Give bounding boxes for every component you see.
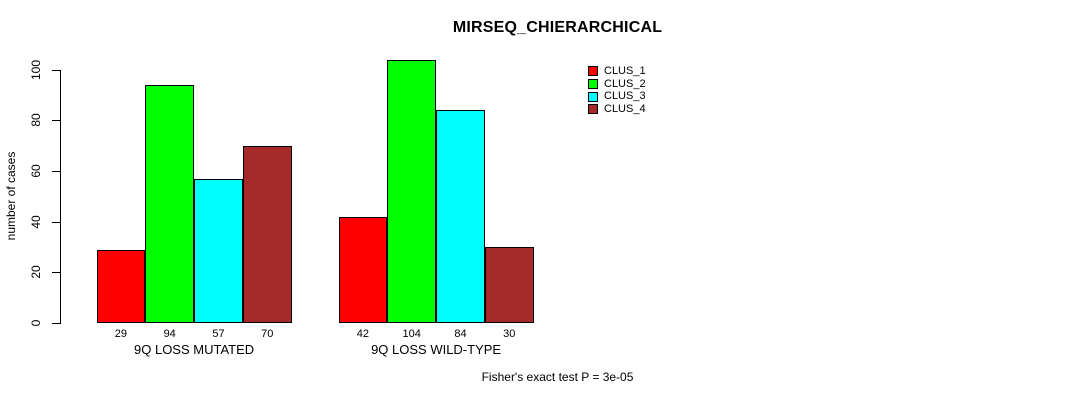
legend-swatch-clus-1 [588,66,598,77]
legend-label: CLUS_4 [604,102,646,115]
y-tick [52,323,60,324]
y-tick-label: 20 [29,265,43,280]
bar-clus-4-9q-loss-mutated [242,145,292,323]
legend-swatch-clus-3 [588,91,598,102]
legend-item-clus-1: CLUS_1 [588,65,646,78]
bar-clus-4-9q-loss-wild-type [484,247,534,323]
y-tick [52,69,60,71]
legend-label: CLUS_3 [604,90,646,103]
bar-clus-1-9q-loss-mutated [96,249,146,323]
y-tick-label: 100 [29,59,43,80]
bar-value-label: 57 [212,328,225,340]
y-tick [52,171,60,173]
y-tick [52,272,60,274]
y-axis-line [60,69,61,324]
chart-title: MIRSEQ_CHIERARCHICAL [452,19,663,36]
legend-item-clus-2: CLUS_2 [588,78,646,91]
legend-item-clus-4: CLUS_4 [588,103,646,116]
legend-label: CLUS_1 [604,64,646,77]
bar-value-label: 29 [114,328,128,340]
bar-value-label: 94 [163,328,176,340]
y-tick-label: 40 [29,214,43,229]
y-tick [52,120,60,122]
y-tick-label: 80 [29,113,43,128]
y-axis-title: number of cases [4,151,18,241]
legend-label: CLUS_2 [604,77,646,90]
bar-value-label: 30 [503,328,516,340]
bar-clus-3-9q-loss-mutated [194,178,243,323]
legend-swatch-clus-4 [588,104,598,115]
legend: CLUS_1 CLUS_2 CLUS_3 CLUS_4 [588,65,646,116]
annotation-text: Fisher's exact test P = 3e-05 [481,370,634,384]
bar-clus-1-9q-loss-wild-type [338,216,388,323]
bar-clus-2-9q-loss-wild-type [387,59,437,323]
y-tick-label: 60 [29,164,43,178]
group-label-9q-loss-mutated: 9Q LOSS MUTATED [134,342,255,357]
bar-value-label: 42 [356,328,370,340]
bar-clus-3-9q-loss-wild-type [436,110,485,323]
group-label-9q-loss-wild-type: 9Q LOSS WILD-TYPE [371,342,502,357]
bar-value-label: 104 [402,328,421,340]
legend-item-clus-3: CLUS_3 [588,90,646,103]
bar-clus-2-9q-loss-mutated [145,84,195,323]
y-tick [52,221,60,223]
legend-swatch-clus-2 [588,79,598,90]
bar-value-label: 70 [261,328,274,340]
y-tick-label: 0 [29,319,43,327]
bar-value-label: 84 [454,328,467,340]
